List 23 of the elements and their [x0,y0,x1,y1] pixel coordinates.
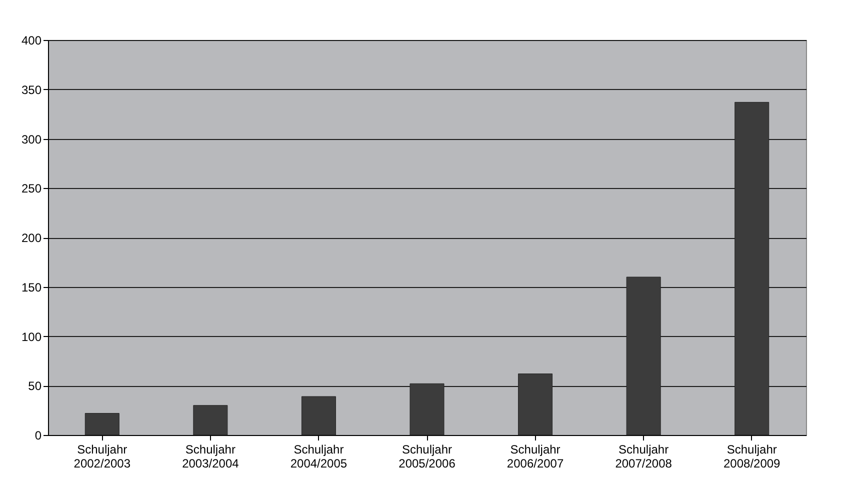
x-tick-label: Schuljahr 2006/2007 [506,442,564,470]
bar [301,396,336,436]
bar [193,405,228,436]
y-tick-label: 300 [21,132,42,146]
y-tick-label: 250 [21,182,42,196]
y-tick-label: 0 [34,428,42,442]
y-tick-label: 150 [21,280,42,294]
bar [734,102,770,436]
y-tick-label: 50 [28,379,42,394]
x-tick-label: Schuljahr 2004/2005 [290,442,348,470]
x-tick-label: Schuljahr 2003/2004 [182,442,240,470]
y-tick-label: 350 [21,82,42,97]
bar [84,413,120,436]
y-tick-label: 400 [21,34,42,48]
bar [626,276,661,436]
y-tick-label: 100 [21,330,42,344]
x-tick-label: Schuljahr 2002/2003 [74,442,131,470]
x-tick-label: Schuljahr 2005/2006 [398,442,456,470]
x-tick-label: Schuljahr 2007/2008 [615,442,672,470]
x-tick-label: Schuljahr 2008/2009 [723,442,781,470]
y-tick-label: 200 [21,231,42,245]
bar [518,374,553,436]
bar [410,383,444,436]
